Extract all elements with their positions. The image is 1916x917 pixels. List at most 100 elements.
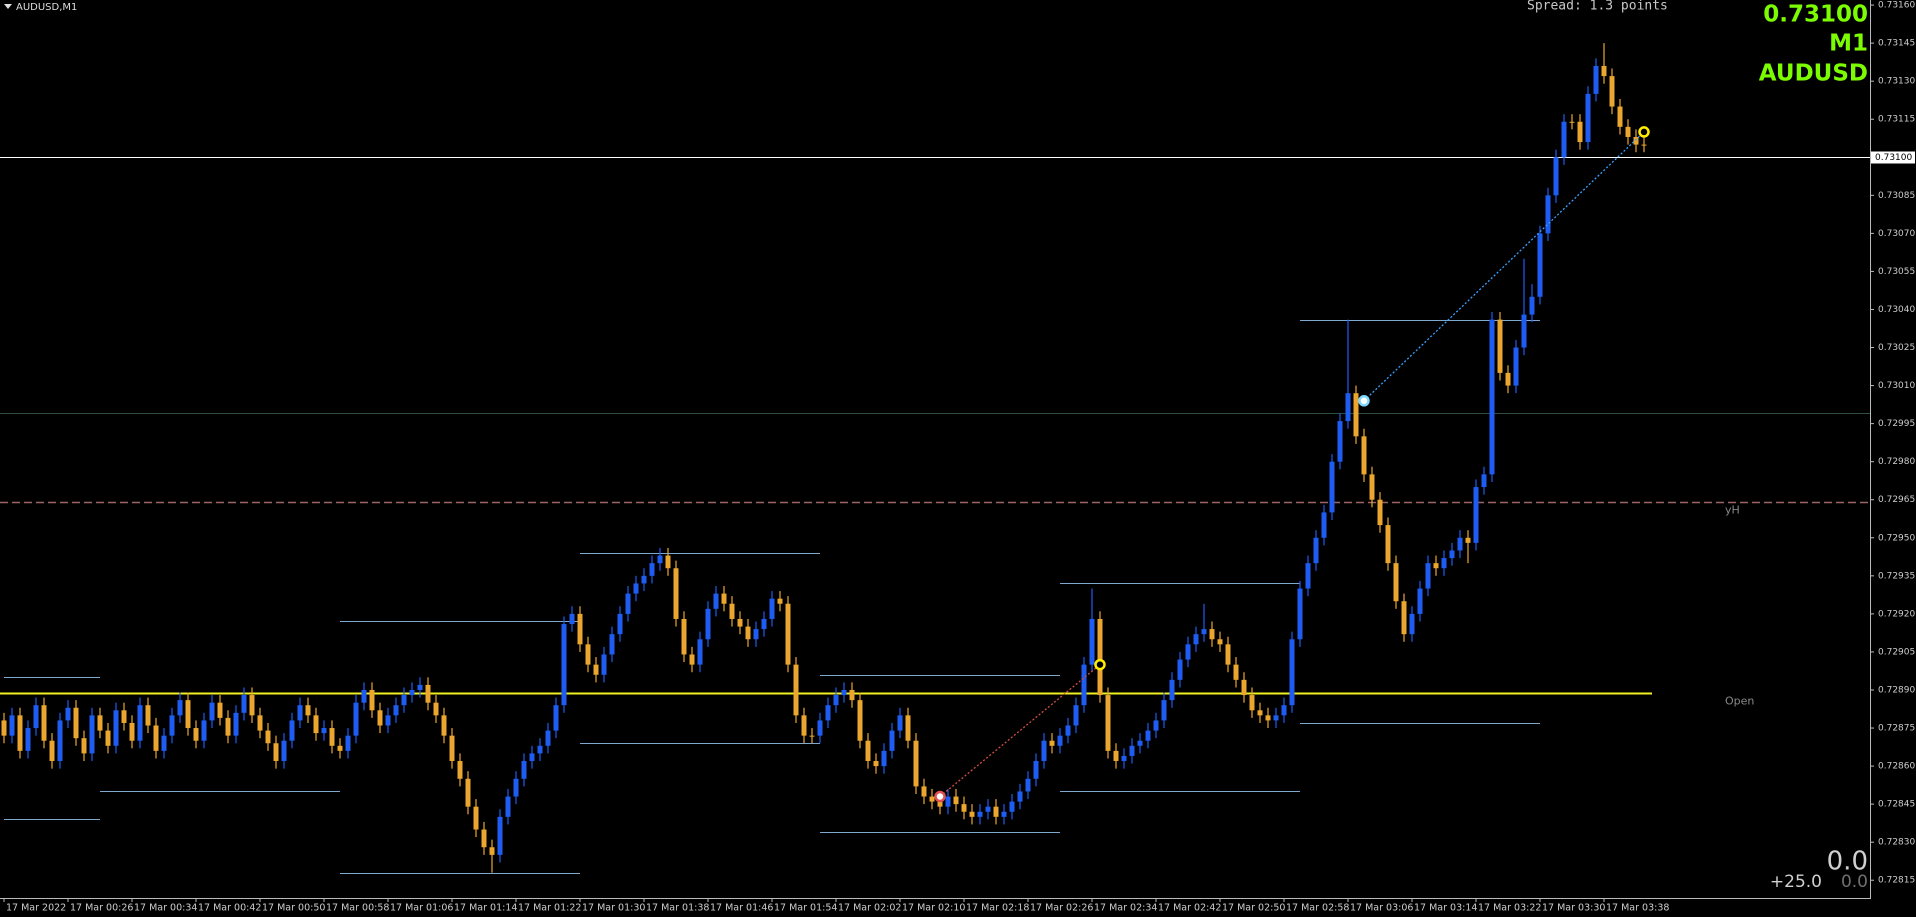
candle-body bbox=[1241, 679, 1247, 696]
y-tick-label: 0.72860 bbox=[1878, 762, 1915, 772]
candle-body bbox=[129, 722, 135, 741]
candle-body bbox=[433, 702, 439, 716]
y-tick-label: 0.73040 bbox=[1878, 305, 1915, 315]
candle-body bbox=[793, 664, 799, 716]
candle-body bbox=[1145, 730, 1151, 741]
y-tick-label: 0.72995 bbox=[1878, 419, 1915, 429]
candle-body bbox=[1449, 550, 1455, 559]
candle-body bbox=[1273, 715, 1279, 721]
x-tick-label: 17 Mar 03:38 bbox=[1606, 903, 1669, 914]
candle-body bbox=[801, 715, 807, 736]
candle-body bbox=[913, 740, 919, 787]
candle-body bbox=[857, 700, 863, 741]
candle-body bbox=[289, 720, 295, 741]
candle-body bbox=[1049, 740, 1055, 746]
candle-body bbox=[689, 654, 695, 665]
x-tick-label: 17 Mar 01:38 bbox=[646, 903, 709, 914]
candle-body bbox=[873, 761, 879, 767]
candle-body bbox=[1329, 461, 1335, 513]
candle-body bbox=[617, 613, 623, 635]
y-tick-label: 0.72965 bbox=[1878, 495, 1915, 505]
candle-body bbox=[1529, 296, 1535, 315]
candle-body bbox=[497, 816, 503, 855]
candle-body bbox=[1153, 720, 1159, 731]
candle-body bbox=[1129, 745, 1135, 756]
candle-body bbox=[1553, 157, 1559, 196]
candle-body bbox=[1497, 319, 1503, 373]
x-tick-label: 17 Mar 00:26 bbox=[70, 903, 133, 914]
price-box bbox=[1871, 151, 1915, 164]
candle-body bbox=[1409, 613, 1415, 635]
candle-body bbox=[17, 715, 23, 751]
candle-body bbox=[1305, 563, 1311, 589]
menu-triangle[interactable] bbox=[4, 4, 12, 9]
candle-body bbox=[401, 695, 407, 706]
candle-body bbox=[889, 730, 895, 751]
candle-body bbox=[1377, 499, 1383, 526]
candle-body bbox=[1313, 537, 1319, 564]
y-tick-label: 0.72845 bbox=[1878, 800, 1915, 810]
candle-body bbox=[1089, 618, 1095, 665]
candle-body bbox=[745, 626, 751, 640]
candle-body bbox=[1121, 755, 1127, 762]
candle-body bbox=[1561, 121, 1567, 158]
x-tick-label: 17 Mar 01:46 bbox=[710, 903, 773, 914]
candle-body bbox=[1489, 319, 1495, 475]
candle-body bbox=[985, 806, 991, 812]
candle-body bbox=[161, 735, 167, 751]
candle-body bbox=[369, 689, 375, 711]
candle-body bbox=[25, 728, 31, 751]
x-tick-label: 17 Mar 00:50 bbox=[262, 903, 325, 914]
candle-body bbox=[249, 695, 255, 716]
y-tick-label: 0.73145 bbox=[1878, 39, 1915, 49]
candle-body bbox=[1345, 393, 1351, 422]
candle-body bbox=[337, 745, 343, 751]
info-timeframe: M1 bbox=[1829, 31, 1868, 57]
candle-body bbox=[993, 806, 999, 817]
candle-body bbox=[457, 761, 463, 779]
x-tick-label: 17 Mar 02:18 bbox=[966, 903, 1029, 914]
x-tick-label: 17 Mar 02:02 bbox=[838, 903, 901, 914]
candle-body bbox=[1577, 121, 1583, 143]
x-tick-label: 17 Mar 02:34 bbox=[1094, 903, 1157, 914]
candle-body bbox=[1257, 710, 1263, 716]
candle-body bbox=[449, 735, 455, 762]
y-tick-label: 0.73160 bbox=[1878, 1, 1915, 11]
candle-body bbox=[313, 715, 319, 734]
candle-body bbox=[1, 720, 7, 736]
candle-body bbox=[1041, 740, 1047, 762]
candle-body bbox=[233, 712, 239, 736]
candle-body bbox=[1209, 629, 1215, 640]
candle-body bbox=[1249, 695, 1255, 711]
candle-body bbox=[209, 702, 215, 721]
candle-body bbox=[217, 702, 223, 718]
candle-body bbox=[153, 725, 159, 751]
candle-body bbox=[929, 796, 935, 802]
candle-body bbox=[953, 796, 959, 805]
candle-body bbox=[1321, 512, 1327, 538]
candle-body bbox=[41, 705, 47, 741]
candle-body bbox=[881, 750, 887, 767]
candle-body bbox=[961, 804, 967, 812]
candle-body bbox=[145, 705, 151, 726]
candle-body bbox=[505, 796, 511, 817]
candle-body bbox=[177, 700, 183, 716]
candle-body bbox=[713, 593, 719, 609]
candle-body bbox=[481, 829, 487, 848]
candle-body bbox=[625, 593, 631, 614]
candle-body bbox=[1081, 664, 1087, 706]
y-tick-label: 0.72905 bbox=[1878, 647, 1915, 657]
candle-body bbox=[937, 801, 943, 807]
candle-body bbox=[425, 684, 431, 703]
candle-body bbox=[89, 715, 95, 754]
trade-line bbox=[939, 664, 1101, 798]
candle-body bbox=[1017, 791, 1023, 802]
candle-body bbox=[113, 710, 119, 746]
candle-body bbox=[1177, 659, 1183, 680]
candle-body bbox=[1057, 735, 1063, 746]
candle-body bbox=[441, 715, 447, 736]
x-tick-label: 17 Mar 02:10 bbox=[902, 903, 965, 914]
candle-body bbox=[681, 618, 687, 655]
